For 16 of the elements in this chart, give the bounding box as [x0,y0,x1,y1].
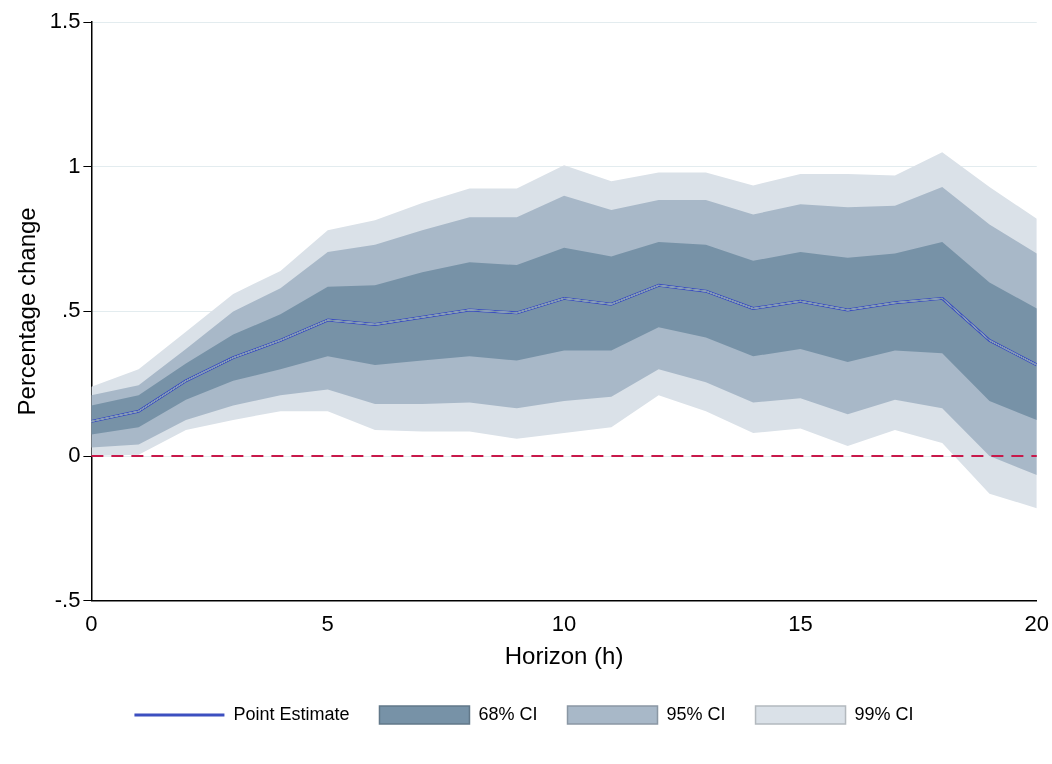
y-tick-label: 0 [68,442,81,468]
y-tick-label: 1 [68,152,81,178]
x-axis-title: Horizon (h) [504,642,624,670]
legend-label: 99% CI [854,703,914,724]
x-tick-label: 20 [1024,611,1050,637]
y-tick-label: -.5 [54,586,81,612]
x-tick-label: 0 [85,611,98,637]
legend-label: 95% CI [666,703,726,724]
x-tick-label: 10 [551,611,577,637]
y-axis-title: Percentage change [13,207,41,416]
y-tick-label: 1.5 [49,8,81,34]
x-tick-label: 5 [321,611,334,637]
x-tick-label: 15 [788,611,813,637]
legend-label: Point Estimate [233,703,350,724]
y-tick-label: .5 [62,297,81,323]
legend-label: 68% CI [478,703,538,724]
